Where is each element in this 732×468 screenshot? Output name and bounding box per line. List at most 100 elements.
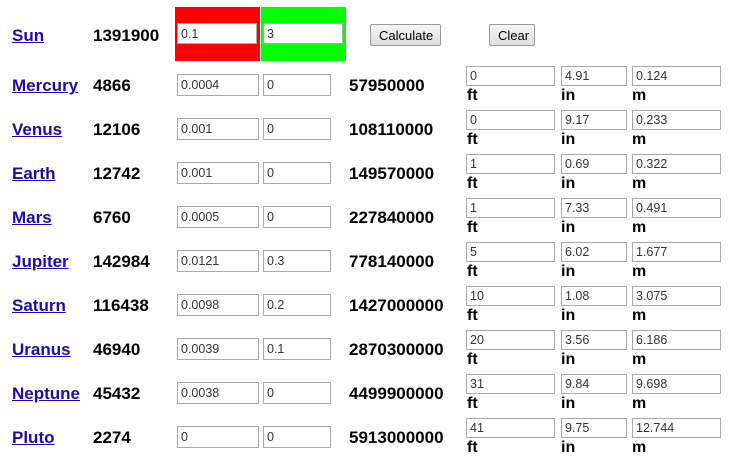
meters-label: m — [632, 439, 647, 456]
planet-orbit-input[interactable] — [263, 206, 331, 228]
planet-distance: 778140000 — [349, 252, 435, 271]
planet-size-input[interactable] — [177, 338, 259, 360]
feet-label: ft — [467, 395, 478, 412]
planet-orbit-input[interactable] — [263, 338, 331, 360]
planet-row: Mars 6760 227840000 ft in m — [0, 198, 732, 242]
inches-input[interactable] — [561, 374, 627, 394]
inches-input[interactable] — [561, 242, 627, 262]
inches-label: in — [561, 87, 576, 104]
meters-input[interactable] — [632, 198, 721, 218]
planet-link[interactable]: Uranus — [12, 340, 71, 359]
planet-orbit-input[interactable] — [263, 74, 331, 96]
feet-input[interactable] — [466, 66, 555, 86]
planet-size-input[interactable] — [177, 162, 259, 184]
inches-input[interactable] — [561, 110, 627, 130]
planet-size-input[interactable] — [177, 118, 259, 140]
inches-input[interactable] — [561, 418, 627, 438]
planet-distance: 149570000 — [349, 164, 435, 183]
planet-orbit-input[interactable] — [263, 294, 331, 316]
planet-distance: 4499900000 — [349, 384, 444, 403]
planet-orbit-input[interactable] — [263, 162, 331, 184]
meters-input[interactable] — [632, 330, 721, 350]
feet-label: ft — [467, 307, 478, 324]
planet-link[interactable]: Earth — [12, 164, 56, 183]
planet-distance: 2870300000 — [349, 340, 444, 359]
planet-row: Saturn 116438 1427000000 ft in m — [0, 286, 732, 330]
feet-input[interactable] — [466, 286, 555, 306]
meters-label: m — [632, 263, 647, 280]
feet-input[interactable] — [466, 110, 555, 130]
planet-diameter: 4866 — [93, 76, 131, 95]
inches-label: in — [561, 307, 576, 324]
planet-size-input[interactable] — [177, 206, 259, 228]
planet-link[interactable]: Venus — [12, 120, 63, 139]
meters-input[interactable] — [632, 374, 721, 394]
sun-diameter: 1391900 — [93, 26, 160, 45]
planet-orbit-input[interactable] — [263, 382, 331, 404]
planet-row: Neptune 45432 4499900000 ft in m — [0, 374, 732, 418]
planet-diameter: 116438 — [93, 296, 149, 315]
feet-input[interactable] — [466, 330, 555, 350]
feet-input[interactable] — [466, 154, 555, 174]
meters-label: m — [632, 175, 647, 192]
meters-input[interactable] — [632, 242, 721, 262]
inches-label: in — [561, 395, 576, 412]
inches-label: in — [561, 219, 576, 236]
planet-size-input[interactable] — [177, 74, 259, 96]
meters-input[interactable] — [632, 66, 721, 86]
planet-row: Mercury 4866 57950000 ft in m — [0, 66, 732, 110]
planet-row: Pluto 2274 5913000000 ft in m — [0, 418, 732, 462]
feet-input[interactable] — [466, 374, 555, 394]
planet-link[interactable]: Mars — [12, 208, 52, 227]
feet-input[interactable] — [466, 242, 555, 262]
planet-link[interactable]: Mercury — [12, 76, 79, 95]
meters-input[interactable] — [632, 110, 721, 130]
calculate-button[interactable]: Calculate — [370, 24, 441, 46]
feet-label: ft — [467, 175, 478, 192]
planet-distance: 1427000000 — [349, 296, 444, 315]
planet-link[interactable]: Pluto — [12, 428, 55, 447]
feet-label: ft — [467, 219, 478, 236]
planet-row: Venus 12106 108110000 ft in m — [0, 110, 732, 154]
planet-size-input[interactable] — [177, 250, 259, 272]
planet-distance: 108110000 — [349, 120, 434, 139]
feet-input[interactable] — [466, 198, 555, 218]
inches-input[interactable] — [561, 66, 627, 86]
planet-size-input[interactable] — [177, 382, 259, 404]
feet-label: ft — [467, 263, 478, 280]
planet-orbit-input[interactable] — [263, 426, 331, 448]
planet-diameter: 142984 — [93, 252, 150, 271]
planet-row: Uranus 46940 2870300000 ft in m — [0, 330, 732, 374]
planet-diameter: 45432 — [93, 384, 141, 403]
inches-label: in — [561, 175, 576, 192]
feet-input[interactable] — [466, 418, 555, 438]
planet-size-input[interactable] — [177, 426, 259, 448]
feet-label: ft — [467, 351, 478, 368]
planet-orbit-input[interactable] — [263, 250, 331, 272]
feet-label: ft — [467, 87, 478, 104]
sun-link[interactable]: Sun — [12, 26, 45, 45]
inches-label: in — [561, 351, 576, 368]
planet-row: Jupiter 142984 778140000 ft in m — [0, 242, 732, 286]
planet-link[interactable]: Jupiter — [12, 252, 69, 271]
inches-input[interactable] — [561, 198, 627, 218]
sun-scale-input[interactable] — [177, 23, 257, 44]
clear-button[interactable]: Clear — [489, 24, 535, 46]
meters-input[interactable] — [632, 154, 721, 174]
feet-label: ft — [467, 439, 478, 456]
planet-orbit-input[interactable] — [263, 118, 331, 140]
planet-distance: 5913000000 — [349, 428, 444, 447]
meters-input[interactable] — [632, 418, 721, 438]
planet-size-input[interactable] — [177, 294, 259, 316]
planet-diameter: 12742 — [93, 164, 141, 183]
planet-link[interactable]: Neptune — [12, 384, 80, 403]
planet-distance: 227840000 — [349, 208, 435, 227]
sun-multiplier-input[interactable] — [263, 23, 343, 44]
inches-input[interactable] — [561, 286, 627, 306]
meters-input[interactable] — [632, 286, 721, 306]
inches-input[interactable] — [561, 330, 627, 350]
feet-label: ft — [467, 131, 478, 148]
inches-label: in — [561, 263, 576, 280]
inches-input[interactable] — [561, 154, 627, 174]
planet-link[interactable]: Saturn — [12, 296, 66, 315]
